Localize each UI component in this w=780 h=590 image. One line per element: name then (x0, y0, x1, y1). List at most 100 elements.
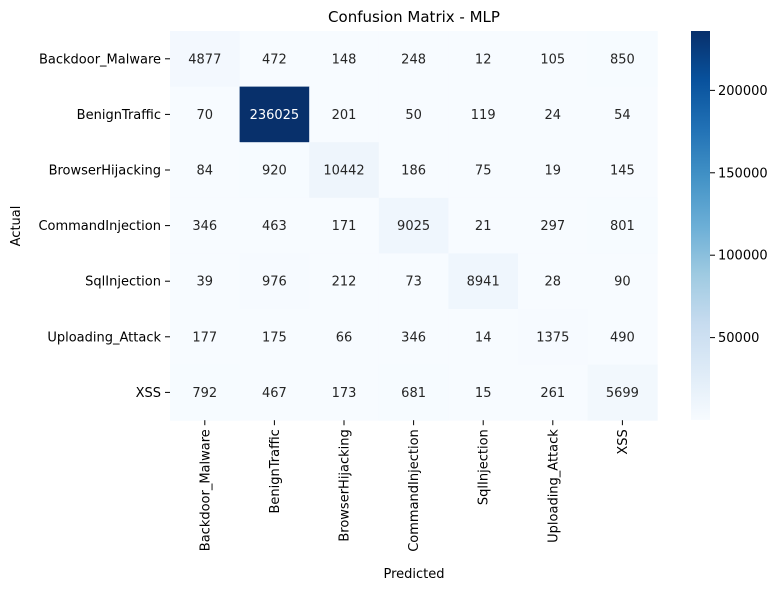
cell-value-label: 850 (610, 52, 635, 67)
x-tick-label: BenignTraffic (268, 429, 283, 513)
heatmap-cell (587, 142, 658, 199)
heatmap-cell (239, 142, 310, 199)
colorbar (691, 31, 710, 420)
cell-value-label: 212 (332, 275, 357, 290)
cell-value-label: 8941 (467, 275, 500, 290)
heatmap-cell (170, 309, 241, 366)
heatmap-cell (309, 86, 380, 143)
colorbar-tick-label: 200000 (718, 84, 768, 99)
cell-value-label: 792 (192, 386, 217, 401)
cell-value-label: 463 (262, 219, 287, 234)
colorbar-ticks: 50000 100000 150000 200000 (710, 84, 768, 346)
heatmap-cell (518, 31, 589, 88)
heatmap-cell (309, 197, 380, 254)
colorbar-tick-label: 50000 (718, 331, 759, 346)
cell-value-label: 28 (545, 275, 562, 290)
cell-value-label: 976 (262, 275, 287, 290)
cell-value-label: 201 (332, 108, 357, 123)
heatmap-cell (239, 197, 310, 254)
heatmap-cell (239, 309, 310, 366)
cell-value-label: 175 (262, 330, 287, 345)
heatmap-cell (378, 364, 449, 421)
heatmap-cell (587, 364, 658, 421)
heatmap-cell (587, 253, 658, 310)
y-tick-label: BrowserHijacking (49, 164, 161, 179)
heatmap-cells: 4877 472 148 248 12 105 850 70 236025 201 50 119 24 5… (170, 31, 658, 421)
heatmap-cell (309, 253, 380, 310)
x-tick-label: BrowserHijacking (338, 429, 353, 541)
y-tick-labels: Backdoor_Malware BenignTraffic BrowserHija… (38, 52, 170, 401)
cell-value-label: 39 (197, 275, 214, 290)
heatmap-cell (239, 86, 310, 143)
heatmap-cell (378, 197, 449, 254)
cell-value-label: 24 (545, 108, 562, 123)
cell-value-label: 346 (401, 330, 426, 345)
y-tick-label: CommandInjection (38, 219, 161, 234)
heatmap-cell (378, 253, 449, 310)
cell-value-label: 681 (401, 386, 426, 401)
heatmap-cell (518, 142, 589, 199)
cell-value-label: 173 (332, 386, 357, 401)
heatmap-cell (239, 364, 310, 421)
heatmap-cell (309, 31, 380, 88)
heatmap-cell (518, 309, 589, 366)
heatmap-cell (309, 142, 380, 199)
cell-value-label: 70 (197, 108, 214, 123)
cell-value-label: 21 (475, 219, 492, 234)
heatmap-cell (170, 364, 241, 421)
heatmap-cell (448, 142, 519, 199)
cell-value-label: 15 (475, 386, 492, 401)
y-tick-label: Backdoor_Malware (39, 52, 161, 67)
heatmap-cell (170, 197, 241, 254)
heatmap-cell (518, 197, 589, 254)
heatmap-cell (170, 142, 241, 199)
cell-value-label: 801 (610, 219, 635, 234)
cell-value-label: 14 (475, 330, 492, 345)
cell-value-label: 9025 (397, 219, 430, 234)
cell-value-label: 261 (540, 386, 565, 401)
cell-value-label: 472 (262, 52, 287, 67)
y-axis-label: Actual (9, 206, 24, 247)
y-tick-label: BenignTraffic (77, 108, 161, 123)
y-tick-label: Uploading_Attack (47, 330, 161, 345)
x-tick-label: XSS (616, 429, 631, 454)
cell-value-label: 73 (405, 275, 422, 290)
cell-value-label: 119 (471, 108, 496, 123)
cell-value-label: 186 (401, 164, 426, 179)
colorbar-tick-label: 150000 (718, 166, 768, 181)
heatmap-cell (448, 31, 519, 88)
cell-value-label: 66 (336, 330, 353, 345)
heatmap-cell (170, 253, 241, 310)
cell-value-label: 490 (610, 330, 635, 345)
heatmap-cell (378, 86, 449, 143)
cell-value-label: 297 (540, 219, 565, 234)
heatmap-cell (309, 309, 380, 366)
heatmap-cell (448, 364, 519, 421)
heatmap-cell (239, 253, 310, 310)
heatmap-cell (239, 31, 310, 88)
cell-value-label: 236025 (250, 108, 300, 123)
heatmap-cell (448, 253, 519, 310)
cell-value-label: 467 (262, 386, 287, 401)
cell-value-label: 50 (405, 108, 422, 123)
cell-value-label: 4877 (188, 52, 221, 67)
x-tick-label: Backdoor_Malware (198, 429, 213, 551)
x-tick-label: SqlInjection (477, 429, 492, 505)
cell-value-label: 148 (332, 52, 357, 67)
heatmap-cell (448, 309, 519, 366)
heatmap-cell (587, 31, 658, 88)
cell-value-label: 84 (197, 164, 214, 179)
heatmap-cell (518, 86, 589, 143)
x-tick-labels: Backdoor_Malware BenignTraffic BrowserHija… (198, 420, 631, 552)
cell-value-label: 75 (475, 164, 492, 179)
colorbar-tick-label: 100000 (718, 249, 768, 264)
heatmap-cell (518, 364, 589, 421)
cell-value-label: 177 (192, 330, 217, 345)
heatmap-cell (378, 309, 449, 366)
heatmap-cell (587, 86, 658, 143)
cell-value-label: 248 (401, 52, 426, 67)
heatmap-cell (448, 197, 519, 254)
x-tick-label: CommandInjection (407, 429, 422, 552)
heatmap-cell (378, 31, 449, 88)
